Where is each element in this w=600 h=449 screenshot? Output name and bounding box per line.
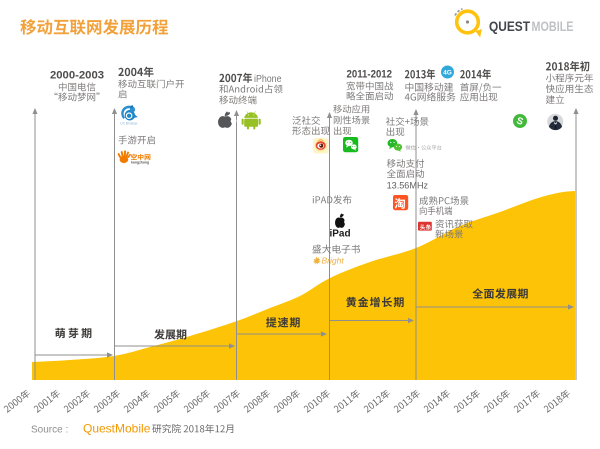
- svg-text:2011-2012: 2011-2012: [347, 69, 393, 81]
- svg-text:S: S: [515, 115, 524, 127]
- svg-text:QUEST: QUEST: [489, 19, 530, 34]
- svg-text:Source :: Source :: [31, 424, 68, 435]
- svg-text:MOBILE: MOBILE: [532, 19, 574, 34]
- svg-text:4G: 4G: [443, 70, 452, 77]
- svg-text:UC Browser: UC Browser: [120, 122, 138, 126]
- svg-text:QuestMobile: QuestMobile: [83, 421, 151, 435]
- svg-text:iPad: iPad: [329, 229, 350, 240]
- svg-text:Bright: Bright: [322, 255, 345, 265]
- svg-text:2000-2003: 2000-2003: [50, 69, 104, 81]
- svg-text:iPhone: iPhone: [254, 74, 282, 85]
- svg-text:13.56MHz: 13.56MHz: [387, 181, 429, 192]
- svg-text:kongzhong: kongzhong: [131, 160, 149, 164]
